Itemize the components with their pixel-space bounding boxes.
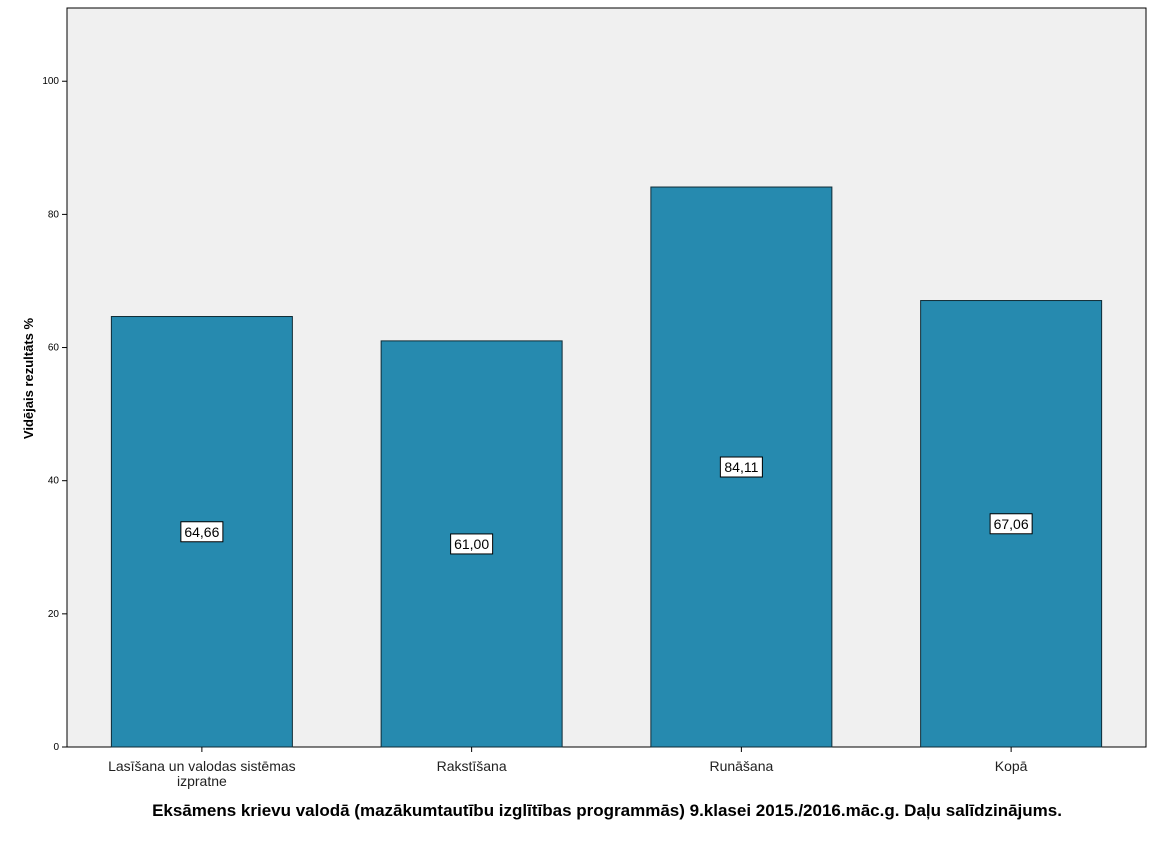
y-tick-label: 20 [48, 609, 60, 620]
chart-title: Eksāmens krievu valodā (mazākumtautību i… [152, 801, 1062, 820]
data-label-box [989, 513, 1033, 535]
y-tick-label: 0 [53, 742, 59, 753]
y-tick-label: 100 [42, 76, 59, 87]
y-tick-label: 80 [48, 209, 60, 220]
y-axis-label: Vidējais rezultāts % [21, 317, 36, 439]
data-label: 84,11 [724, 459, 758, 475]
x-tick-label: Rakstīšana [437, 758, 507, 774]
x-tick-label: Runāšana [709, 758, 773, 774]
x-tick-label: Kopā [995, 758, 1028, 774]
data-label: 61,00 [454, 536, 489, 552]
data-label: 64,66 [184, 524, 219, 540]
x-tick-label: Lasīšana un valodas sistēmas izpratne [108, 758, 296, 789]
data-label-box [450, 533, 494, 555]
data-label-box [180, 521, 224, 543]
y-tick-label: 40 [48, 476, 60, 487]
data-label: 67,06 [994, 516, 1029, 532]
data-label-box [719, 456, 763, 478]
y-tick-label: 60 [48, 343, 60, 354]
